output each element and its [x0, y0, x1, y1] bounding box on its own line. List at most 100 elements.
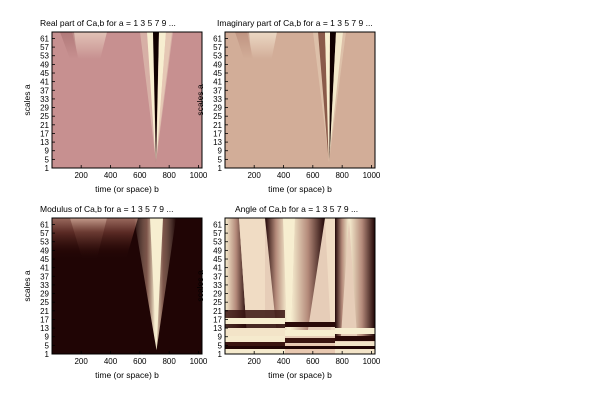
x-tick-label: 200	[247, 171, 261, 180]
y-tick-label: 57	[40, 43, 49, 52]
y-tick-label: 13	[40, 324, 49, 333]
x-tick-label: 400	[277, 171, 291, 180]
y-tick-label: 61	[40, 220, 49, 229]
y-tick-label: 9	[45, 333, 50, 342]
axes-frame	[224, 31, 376, 169]
y-tick-label: 61	[40, 34, 49, 43]
y-tick-label: 33	[213, 95, 222, 104]
y-axis-label: scales a	[195, 270, 205, 301]
x-tick-label: 200	[74, 171, 88, 180]
y-tick-label: 45	[213, 255, 222, 264]
y-tick-label: 1	[45, 350, 50, 359]
x-axis-label: time (or space) b	[268, 184, 332, 194]
x-axis-label: time (or space) b	[95, 184, 159, 194]
x-axis-label: time (or space) b	[268, 370, 332, 380]
y-tick-label: 25	[40, 112, 49, 121]
y-tick-label: 17	[213, 315, 222, 324]
y-tick-label: 53	[40, 52, 49, 61]
y-tick-label: 17	[40, 129, 49, 138]
y-tick-label: 33	[40, 95, 49, 104]
x-tick-label: 1000	[363, 171, 381, 180]
y-tick-label: 21	[40, 121, 49, 130]
x-tick-label: 600	[133, 357, 147, 366]
x-tick-label: 600	[306, 357, 320, 366]
y-tick-label: 61	[213, 34, 222, 43]
y-tick-label: 41	[40, 78, 49, 87]
y-tick-label: 29	[213, 104, 222, 113]
y-tick-label: 1	[45, 164, 50, 173]
y-tick-label: 9	[218, 147, 223, 156]
panel-title: Angle of Ca,b for a = 1 3 5 7 9 ...	[235, 204, 358, 214]
y-tick-label: 21	[40, 307, 49, 316]
y-tick-label: 25	[213, 298, 222, 307]
y-tick-label: 45	[40, 255, 49, 264]
y-tick-label: 49	[40, 60, 49, 69]
panel-title: Real part of Ca,b for a = 1 3 5 7 9 ...	[40, 18, 176, 28]
y-tick-label: 53	[40, 238, 49, 247]
x-tick-label: 800	[162, 171, 176, 180]
x-tick-label: 200	[247, 357, 261, 366]
y-tick-label: 37	[213, 86, 222, 95]
y-tick-label: 57	[213, 43, 222, 52]
y-tick-label: 21	[213, 121, 222, 130]
heatmap-image	[52, 32, 202, 168]
y-axis-label: scales a	[22, 84, 32, 115]
x-tick-label: 400	[104, 357, 118, 366]
y-axis-label: scales a	[195, 84, 205, 115]
y-axis-label: scales a	[22, 270, 32, 301]
y-tick-label: 21	[213, 307, 222, 316]
x-tick-label: 800	[335, 171, 349, 180]
x-tick-label: 1000	[190, 171, 208, 180]
y-tick-label: 53	[213, 52, 222, 61]
y-tick-label: 1	[218, 164, 223, 173]
angle-panel: Angle of Ca,b for a = 1 3 5 7 9 ... 200 4…	[195, 204, 381, 380]
y-tick-label: 13	[213, 138, 222, 147]
y-tick-label: 9	[218, 333, 223, 342]
heatmap-image	[225, 32, 375, 168]
y-tick-label: 37	[40, 272, 49, 281]
y-tick-label: 57	[213, 229, 222, 238]
x-axis: 200 400 600 800 1000	[74, 351, 208, 366]
y-tick-label: 49	[40, 246, 49, 255]
y-tick-label: 41	[213, 78, 222, 87]
panel-title: Imaginary part of Ca,b for a = 1 3 5 7 9…	[217, 18, 373, 28]
x-tick-label: 600	[133, 171, 147, 180]
x-axis: 200 400 600 800 1000	[74, 165, 208, 180]
axes-frame	[51, 217, 203, 355]
x-tick-label: 600	[306, 171, 320, 180]
y-tick-label: 5	[218, 155, 223, 164]
x-tick-label: 400	[277, 357, 291, 366]
y-tick-label: 29	[40, 104, 49, 113]
y-tick-label: 17	[213, 129, 222, 138]
x-tick-label: 1000	[363, 357, 381, 366]
y-tick-label: 25	[213, 112, 222, 121]
y-tick-label: 5	[45, 155, 50, 164]
y-tick-label: 9	[45, 147, 50, 156]
x-axis-label: time (or space) b	[95, 370, 159, 380]
y-tick-label: 13	[213, 324, 222, 333]
x-axis: 200 400 600 800 1000	[247, 351, 381, 366]
x-tick-label: 800	[335, 357, 349, 366]
panel-title: Modulus of Ca,b for a = 1 3 5 7 9 ...	[40, 204, 173, 214]
x-tick-label: 400	[104, 171, 118, 180]
y-tick-label: 13	[40, 138, 49, 147]
x-tick-label: 200	[74, 357, 88, 366]
x-tick-label: 1000	[190, 357, 208, 366]
y-tick-label: 1	[218, 350, 223, 359]
axes-frame	[51, 31, 203, 169]
axes-frame	[224, 217, 376, 355]
y-tick-label: 49	[213, 60, 222, 69]
y-tick-label: 17	[40, 315, 49, 324]
heatmap-image	[225, 218, 375, 354]
real-part-panel: Real part of Ca,b for a = 1 3 5 7 9 ... …	[22, 18, 208, 194]
y-tick-label: 57	[40, 229, 49, 238]
y-tick-label: 61	[213, 220, 222, 229]
y-tick-label: 5	[218, 341, 223, 350]
x-axis: 200 400 600 800 1000	[247, 165, 381, 180]
y-tick-label: 29	[213, 290, 222, 299]
